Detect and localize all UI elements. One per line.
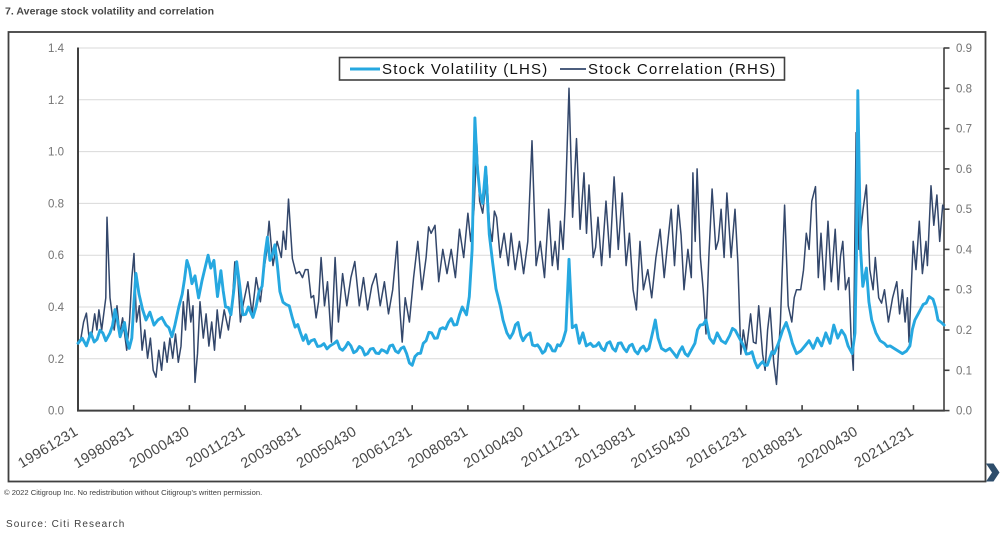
svg-text:0.8: 0.8	[48, 198, 64, 210]
svg-text:0.0: 0.0	[956, 406, 972, 418]
svg-text:0.0: 0.0	[48, 406, 64, 418]
svg-text:1.4: 1.4	[48, 43, 65, 55]
svg-text:0.5: 0.5	[956, 204, 972, 216]
svg-text:0.6: 0.6	[48, 250, 64, 262]
svg-text:0.7: 0.7	[956, 124, 972, 136]
svg-text:1.0: 1.0	[48, 147, 64, 159]
svg-text:0.6: 0.6	[956, 164, 972, 176]
svg-text:0.1: 0.1	[956, 365, 972, 377]
svg-text:Stock Correlation (RHS): Stock Correlation (RHS)	[588, 61, 776, 78]
svg-text:Stock Volatility (LHS): Stock Volatility (LHS)	[382, 61, 548, 78]
svg-text:0.4: 0.4	[48, 302, 65, 314]
svg-text:7. Average stock volatility an: 7. Average stock volatility and correlat…	[5, 6, 214, 18]
svg-text:0.3: 0.3	[956, 285, 972, 297]
svg-text:1.2: 1.2	[48, 95, 64, 107]
svg-text:© 2022 Citigroup Inc. No redis: © 2022 Citigroup Inc. No redistribution …	[4, 488, 262, 497]
svg-text:0.4: 0.4	[956, 244, 973, 256]
svg-text:Source: Citi Research: Source: Citi Research	[6, 519, 125, 530]
svg-text:0.9: 0.9	[956, 43, 972, 55]
svg-text:0.8: 0.8	[956, 83, 972, 95]
svg-text:0.2: 0.2	[48, 354, 64, 366]
svg-text:0.2: 0.2	[956, 325, 972, 337]
